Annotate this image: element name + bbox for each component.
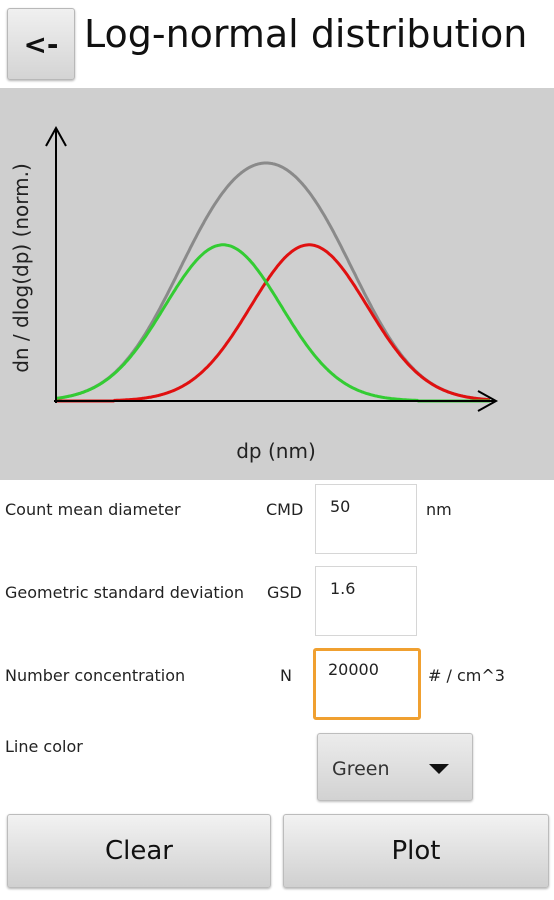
line-color-label: Line color (5, 737, 83, 756)
plot-area: dp (nm) dn / dlog(dp) (norm.) (0, 88, 554, 480)
cmd-label: Count mean diameter (5, 500, 181, 519)
clear-button[interactable]: Clear (7, 814, 271, 888)
chevron-down-icon (429, 764, 449, 774)
cmd-input[interactable]: 50 (315, 484, 417, 554)
cmd-unit: nm (426, 500, 452, 519)
line-color-value: Green (332, 758, 390, 780)
app-header: <- Log-normal distribution (0, 0, 554, 88)
series-line-0 (56, 243, 490, 403)
back-button[interactable]: <- (7, 8, 75, 80)
plot-button[interactable]: Plot (283, 814, 549, 888)
n-input[interactable]: 20000 (313, 648, 421, 720)
y-axis-arrow (45, 125, 67, 147)
x-axis-label: dp (nm) (236, 439, 316, 463)
gsd-label: Geometric standard deviation (5, 583, 245, 602)
n-symbol: N (280, 666, 292, 685)
chart-curves (55, 161, 490, 403)
gsd-symbol: GSD (267, 583, 302, 602)
gsd-input[interactable]: 1.6 (315, 566, 417, 636)
y-axis-label: dn / dlog(dp) (norm.) (9, 163, 33, 373)
distribution-chart: dp (nm) dn / dlog(dp) (norm.) (9, 125, 499, 463)
cmd-symbol: CMD (266, 500, 304, 519)
series-line-2 (55, 161, 490, 402)
n-unit: # / cm^3 (428, 666, 505, 685)
line-color-select[interactable]: Green (317, 733, 473, 801)
x-axis-arrow (477, 390, 499, 412)
n-label: Number concentration (5, 666, 186, 685)
page-title: Log-normal distribution (84, 12, 528, 56)
